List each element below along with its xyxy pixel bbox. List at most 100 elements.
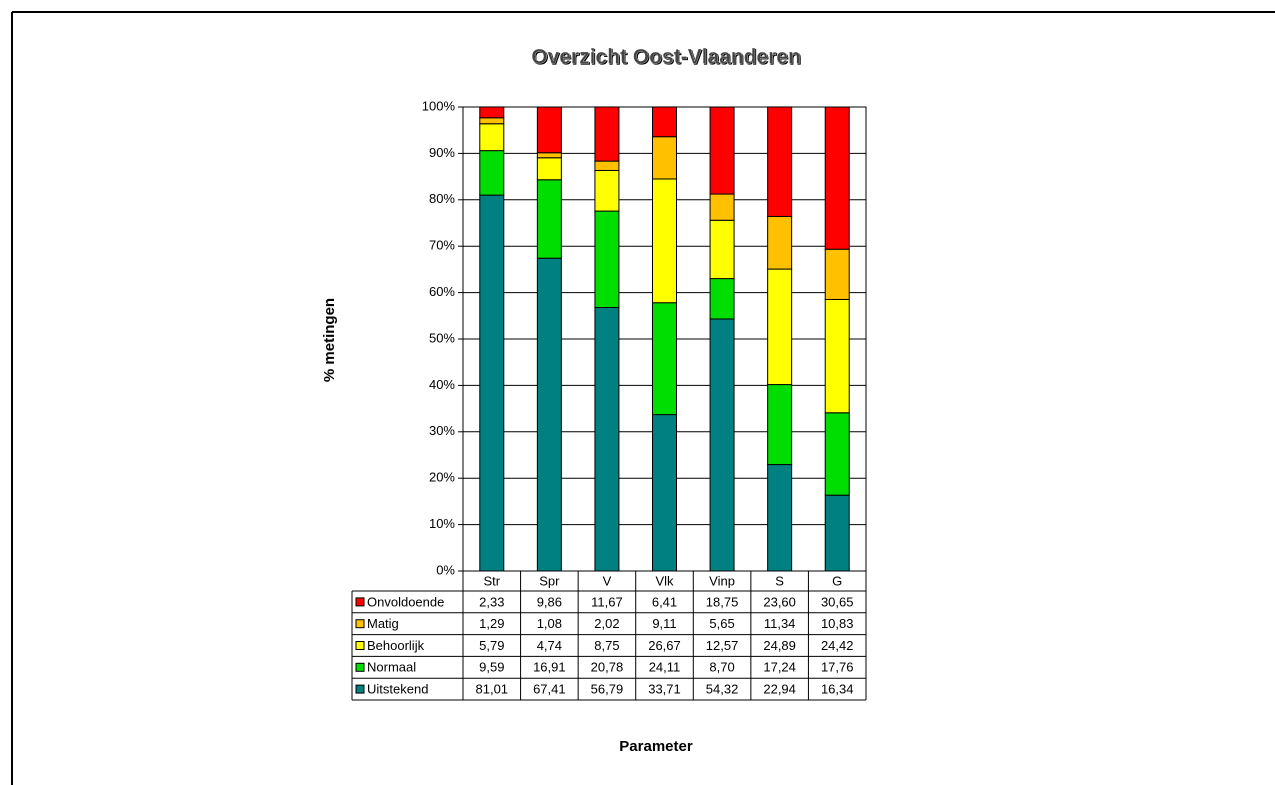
table-cell: 33,71 (648, 682, 681, 697)
legend-key (355, 619, 365, 629)
table-cell: 24,89 (763, 638, 796, 653)
bar-segment (709, 278, 735, 320)
chart-title: Overzicht Oost-Vlaanderen (531, 46, 801, 69)
table-cell: 9,11 (652, 616, 676, 631)
y-tick-label: 0% (436, 562, 455, 577)
bar-segment (536, 179, 562, 259)
legend-key (355, 684, 365, 694)
legend-label: Matig (367, 616, 399, 631)
legend-label: Uitstekend (367, 682, 428, 697)
bar-segment (652, 136, 677, 180)
bar-segment (652, 302, 677, 416)
x-tick-label: S (775, 573, 784, 588)
legend-key (355, 597, 365, 607)
table-cell: 2,33 (479, 594, 504, 609)
table-cell: 16,34 (821, 682, 854, 697)
y-tick-label: 50% (429, 330, 455, 345)
bar-segment (652, 414, 677, 572)
bar-segment (536, 152, 562, 159)
table-cell: 6,41 (652, 594, 677, 609)
y-tick-label: 80% (429, 191, 455, 206)
legend-label: Behoorlijk (367, 638, 425, 653)
table-cell: 5,79 (479, 638, 504, 653)
y-tick-label: 100% (422, 98, 456, 113)
bar-segment (479, 117, 505, 125)
x-axis-label: Parameter (619, 738, 693, 755)
table-cell: 8,70 (709, 660, 734, 675)
x-tick-label: Spr (539, 573, 560, 588)
bar-segment (594, 306, 620, 572)
table-cell: 2,02 (594, 616, 619, 631)
table-cell: 11,67 (591, 594, 623, 609)
bar-segment (767, 106, 793, 217)
x-tick-label: Vlk (655, 573, 674, 588)
legend-key (355, 641, 365, 650)
table-cell: 1,29 (479, 616, 504, 631)
x-tick-label: Vinp (709, 573, 735, 588)
bar-segment (767, 215, 793, 270)
bar-segment (767, 384, 793, 466)
bar-segment (767, 464, 793, 572)
y-tick-label: 60% (429, 284, 455, 299)
bar-segment (536, 257, 562, 572)
table-cell: 17,76 (821, 660, 854, 675)
y-tick-label: 10% (429, 516, 455, 531)
bar-segment (594, 169, 620, 212)
table-cell: 11,34 (764, 616, 796, 631)
legend-label: Onvoldoende (367, 594, 444, 609)
table-cell: 81,01 (476, 682, 509, 697)
table-cell: 4,74 (537, 638, 562, 653)
bar-segment (536, 106, 562, 154)
bar-segment (536, 157, 562, 181)
y-tick-label: 20% (429, 470, 455, 485)
table-cell: 30,65 (821, 594, 854, 609)
bar-segment (652, 106, 677, 138)
bar-segment (594, 160, 620, 171)
table-cell: 1,08 (537, 616, 562, 631)
table-cell: 5,65 (709, 616, 734, 631)
y-tick-label: 90% (429, 145, 455, 160)
table-cell: 8,75 (594, 638, 619, 653)
bar-segment (709, 193, 735, 221)
bar-segment (824, 494, 850, 572)
legend-key (355, 662, 365, 672)
table-cell: 12,57 (706, 638, 739, 653)
table-cell: 54,32 (706, 682, 739, 697)
bar-segment (824, 106, 850, 250)
bar-segment (824, 248, 850, 300)
table-cell: 24,11 (649, 660, 681, 675)
table-cell: 17,24 (763, 660, 796, 675)
y-tick-label: 40% (429, 377, 455, 392)
table-cell: 20,78 (591, 660, 624, 675)
legend-label: Normaal (367, 660, 416, 675)
y-tick-label: 70% (429, 238, 455, 253)
bar-segment (709, 219, 735, 280)
table-cell: 16,91 (533, 660, 566, 675)
bar-segment (594, 106, 620, 162)
y-axis-label: % metingen (321, 298, 338, 382)
table-cell: 9,86 (537, 594, 562, 609)
bar-segment (479, 106, 505, 119)
bar-segment (824, 412, 850, 496)
table-cell: 56,79 (591, 682, 624, 697)
x-tick-label: V (603, 573, 612, 588)
table-cell: 10,83 (821, 616, 854, 631)
bar-segment (594, 210, 620, 308)
x-tick-label: G (832, 573, 842, 588)
bar-segment (824, 298, 850, 414)
bar-segment (709, 106, 735, 195)
table-cell: 24,42 (821, 638, 854, 653)
bar-segment (479, 123, 505, 152)
table-cell: 23,60 (763, 594, 796, 609)
bar-segment (709, 318, 735, 572)
bar-segment (479, 150, 505, 196)
y-tick-label: 30% (429, 423, 455, 438)
table-cell: 9,59 (479, 660, 504, 675)
table-cell: 26,67 (648, 638, 681, 653)
bar-segment (479, 194, 505, 572)
bar-segment (652, 178, 677, 304)
table-cell: 22,94 (763, 682, 796, 697)
table-cell: 67,41 (533, 682, 566, 697)
bar-segment (767, 268, 793, 386)
